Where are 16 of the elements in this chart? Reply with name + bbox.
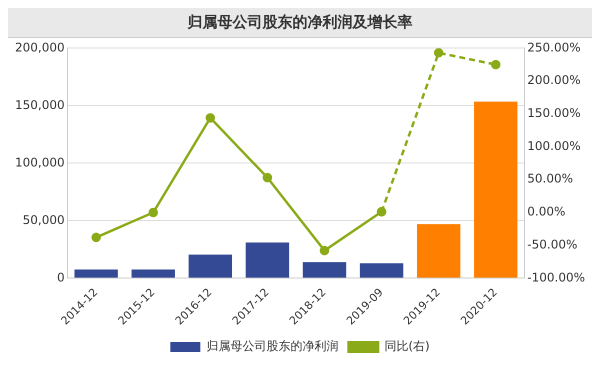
y-tick-label: 50,000 [22, 212, 65, 227]
y-tick-label: 100,000 [15, 155, 65, 170]
y2-tick-label: -100.00% [527, 270, 586, 284]
y2-tick-label: 200.00% [527, 73, 581, 88]
y-tick-label: 200,000 [15, 40, 65, 54]
chart-title: 归属母公司股东的净利润及增长率 [8, 8, 592, 38]
y-tick-label: 150,000 [15, 98, 65, 112]
y2-tick-label: 150.00% [527, 106, 581, 120]
legend-label: 同比(右) [384, 339, 430, 354]
y2-tick-label: 100.00% [527, 138, 581, 153]
y2-tick-label: -50.00% [527, 237, 578, 252]
y2-tick-label: 50.00% [527, 172, 574, 186]
y-tick-label: 0 [56, 270, 65, 284]
legend-label: 归属母公司股东的净利润 [206, 339, 338, 354]
y2-tick-label: 250.00% [527, 40, 581, 54]
y2-tick-label: 0.00% [527, 204, 566, 219]
